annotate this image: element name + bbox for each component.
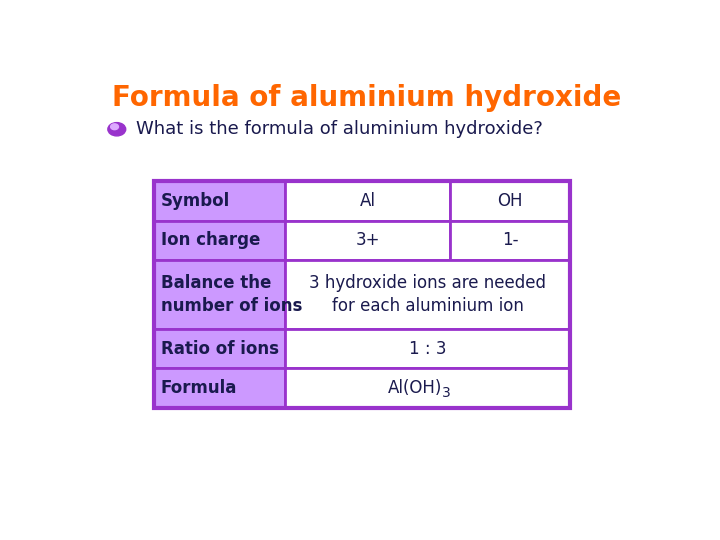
FancyBboxPatch shape [154, 368, 285, 408]
FancyBboxPatch shape [450, 181, 570, 221]
FancyBboxPatch shape [154, 181, 285, 221]
FancyBboxPatch shape [285, 221, 450, 260]
Text: Al: Al [359, 192, 376, 210]
Text: Formula of aluminium hydroxide: Formula of aluminium hydroxide [112, 84, 621, 112]
Text: 3+: 3+ [356, 232, 380, 249]
Text: Formula: Formula [161, 379, 238, 397]
Text: 3: 3 [442, 387, 451, 401]
Text: Al(OH): Al(OH) [388, 379, 443, 397]
Circle shape [111, 124, 119, 130]
Text: 3 hydroxide ions are needed
for each aluminium ion: 3 hydroxide ions are needed for each alu… [309, 274, 546, 315]
FancyBboxPatch shape [154, 260, 285, 329]
Text: 1 : 3: 1 : 3 [409, 340, 446, 357]
FancyBboxPatch shape [285, 368, 570, 408]
Text: Ion charge: Ion charge [161, 232, 260, 249]
Circle shape [108, 123, 126, 136]
Text: Balance the
number of ions: Balance the number of ions [161, 274, 302, 315]
Text: What is the formula of aluminium hydroxide?: What is the formula of aluminium hydroxi… [136, 120, 543, 138]
Text: Ratio of ions: Ratio of ions [161, 340, 279, 357]
FancyBboxPatch shape [285, 329, 570, 368]
Text: OH: OH [497, 192, 523, 210]
Text: 1-: 1- [502, 232, 518, 249]
FancyBboxPatch shape [154, 221, 285, 260]
FancyBboxPatch shape [154, 329, 285, 368]
FancyBboxPatch shape [285, 181, 450, 221]
Text: Symbol: Symbol [161, 192, 230, 210]
FancyBboxPatch shape [450, 221, 570, 260]
FancyBboxPatch shape [285, 260, 570, 329]
